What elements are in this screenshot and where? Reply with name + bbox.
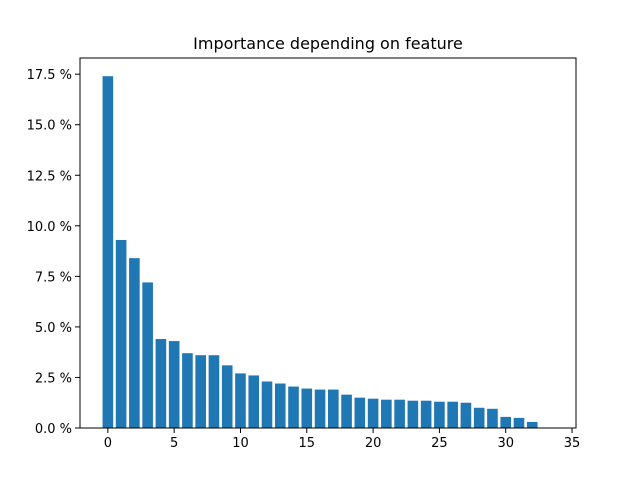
bar-feature-20 xyxy=(367,398,379,428)
bar-feature-12 xyxy=(261,381,273,428)
bar-feature-31 xyxy=(513,417,525,428)
bar-feature-2 xyxy=(129,258,140,428)
bar-feature-18 xyxy=(341,394,352,428)
bar-feature-9 xyxy=(221,365,233,428)
bar-feature-16 xyxy=(314,389,326,428)
bars-group xyxy=(102,76,538,428)
bar-feature-29 xyxy=(487,408,498,428)
bar-feature-5 xyxy=(168,341,180,428)
x-tick-label: 35 xyxy=(564,436,581,451)
plot-frame xyxy=(79,57,577,429)
y-tick-label: 12.5 % xyxy=(27,169,72,184)
y-tick-label: 0.0 % xyxy=(35,422,72,437)
x-tick-label: 15 xyxy=(299,436,316,451)
bar-feature-0 xyxy=(102,76,114,428)
y-tick-label: 5.0 % xyxy=(35,321,72,336)
bar-feature-13 xyxy=(274,383,286,428)
x-tick-label: 25 xyxy=(431,436,448,451)
bar-feature-25 xyxy=(434,401,445,428)
x-axis: 0 5 10 15 20 25 30 35 xyxy=(104,428,581,451)
bar-feature-32 xyxy=(526,421,538,428)
bar-feature-3 xyxy=(142,282,153,428)
bar-feature-8 xyxy=(208,355,220,428)
bar-feature-21 xyxy=(381,399,392,428)
bar-feature-27 xyxy=(460,402,472,428)
x-tick-label: 30 xyxy=(497,436,514,451)
bar-feature-10 xyxy=(235,373,246,428)
bar-feature-7 xyxy=(195,355,206,428)
chart-title: Importance depending on feature xyxy=(193,34,463,53)
x-tick-label: 10 xyxy=(232,436,249,451)
x-tick-label: 5 xyxy=(170,436,178,451)
bar-feature-4 xyxy=(155,339,167,428)
bar-feature-14 xyxy=(288,386,299,428)
y-axis: 0.0 % 2.5 % 5.0 % 7.5 % 10.0 % 12.5 % 15.0 % 17… xyxy=(27,68,80,437)
x-tick-label: 20 xyxy=(365,436,382,451)
bar-feature-15 xyxy=(301,388,313,428)
bar-feature-26 xyxy=(447,401,458,428)
x-tick-label: 0 xyxy=(104,436,112,451)
bar-feature-22 xyxy=(394,399,405,428)
y-tick-label: 7.5 % xyxy=(35,270,72,285)
bar-feature-17 xyxy=(328,389,339,428)
y-tick-label: 15.0 % xyxy=(27,119,72,134)
bar-feature-24 xyxy=(420,400,432,428)
bar-feature-30 xyxy=(500,416,512,428)
bar-feature-1 xyxy=(115,239,127,428)
y-tick-label: 17.5 % xyxy=(27,68,72,83)
bar-feature-19 xyxy=(354,397,366,428)
y-tick-label: 2.5 % xyxy=(35,371,72,386)
bar-feature-6 xyxy=(182,353,193,428)
bar-feature-11 xyxy=(248,375,260,428)
bar-feature-23 xyxy=(407,400,419,428)
bar-feature-28 xyxy=(473,407,485,428)
y-tick-label: 10.0 % xyxy=(27,220,72,235)
